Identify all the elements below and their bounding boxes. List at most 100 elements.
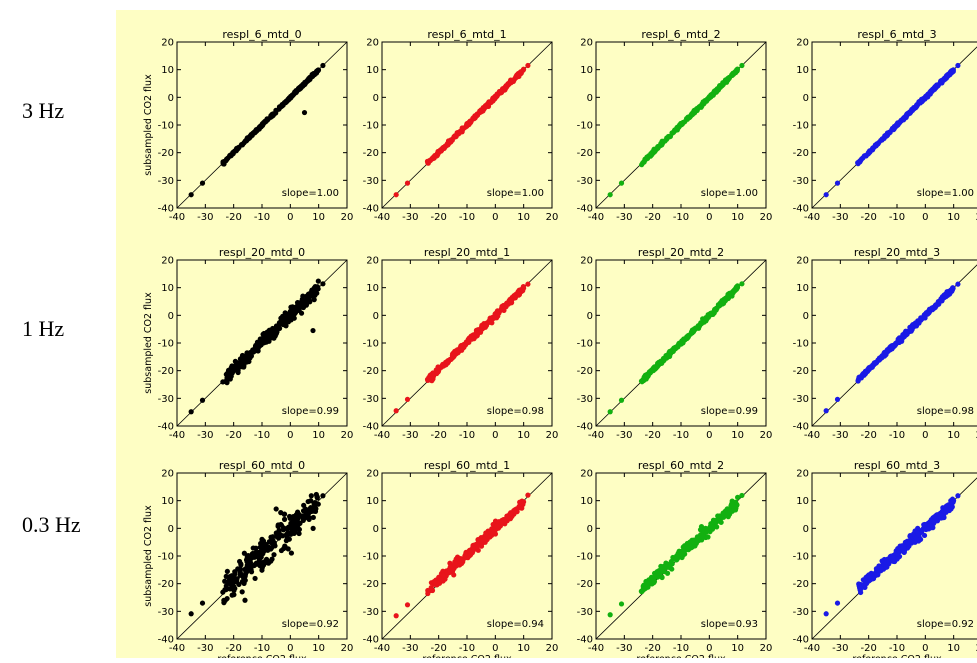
- chart-9-point: [511, 508, 517, 514]
- chart-1-title: respl_6_mtd_1: [427, 28, 506, 41]
- chart-11-point: [907, 538, 913, 545]
- chart-3-point: [857, 158, 863, 164]
- chart-5-xtick-label: -20: [430, 430, 446, 441]
- chart-5-point: [435, 369, 441, 375]
- row-label-03hz: 0.3 Hz: [22, 512, 81, 537]
- chart-1-ytick-label: -10: [363, 121, 379, 132]
- chart-10-xtick-label: -20: [644, 643, 660, 654]
- chart-11-ytick-label: -20: [793, 579, 809, 590]
- chart-1-point: [470, 115, 476, 121]
- chart-7-point: [863, 370, 869, 376]
- chart-1-ytick-label: -30: [363, 176, 379, 187]
- chart-9-point: [483, 531, 489, 538]
- chart-10-ytick-label: 10: [580, 496, 593, 507]
- chart-7-xtick-label: 20: [976, 430, 977, 441]
- chart-8-point: [243, 569, 249, 576]
- chart-2-point: [685, 115, 691, 121]
- chart-7-xtick-label: -40: [804, 430, 820, 441]
- chart-11-point: [874, 566, 880, 572]
- chart-9-point: [393, 613, 399, 619]
- chart-8-point: [310, 525, 316, 531]
- chart-3-point: [902, 113, 909, 120]
- chart-3-point: [862, 153, 868, 159]
- chart-7-point: [949, 287, 955, 293]
- chart-7-point: [878, 354, 884, 360]
- chart-9-xlabel: reference CO2 flux: [422, 654, 512, 658]
- chart-4-point: [270, 328, 276, 334]
- chart-3-point: [889, 127, 895, 133]
- chart-11-ytick-label: -40: [793, 635, 809, 646]
- chart-4-point: [305, 291, 312, 297]
- chart-10-point: [727, 508, 733, 514]
- chart-7-xtick-label: -30: [832, 430, 848, 441]
- chart-11-point: [926, 526, 932, 532]
- chart-7-point: [901, 333, 907, 340]
- chart-1-point: [499, 88, 505, 94]
- chart-8-point: [296, 530, 302, 537]
- chart-6-point: [717, 302, 723, 308]
- chart-2-point: [618, 180, 625, 186]
- chart-7-ytick-label: -30: [793, 394, 809, 405]
- chart-6-point: [678, 341, 684, 347]
- chart-4-point: [227, 376, 233, 382]
- chart-1-point: [432, 152, 438, 159]
- chart-4-outlier-point: [310, 327, 316, 334]
- chart-10-xtick-label: 10: [731, 643, 744, 654]
- chart-11-slope-label: slope=0.92: [917, 619, 974, 630]
- chart-2-point: [648, 152, 654, 158]
- chart-11-point: [922, 521, 928, 528]
- chart-8-point: [270, 534, 276, 540]
- chart-8-point: [286, 536, 292, 542]
- chart-4-point: [259, 335, 265, 342]
- chart-4-point: [266, 331, 273, 337]
- chart-8-title: respl_60_mtd_0: [219, 459, 305, 472]
- chart-5-point: [477, 327, 484, 333]
- chart-9-ytick-label: 0: [373, 524, 379, 535]
- chart-1-ytick-label: 0: [373, 93, 379, 104]
- chart-4-xtick-label: 10: [312, 430, 325, 441]
- chart-4-slope-label: slope=0.99: [282, 406, 339, 417]
- chart-9-point: [475, 537, 481, 543]
- chart-6-ytick-label: 0: [587, 311, 593, 322]
- chart-1-point: [404, 180, 411, 186]
- chart-3-ytick-label: -40: [793, 204, 809, 215]
- chart-2-title: respl_6_mtd_2: [641, 28, 720, 41]
- chart-9-xtick-label: -10: [459, 643, 475, 654]
- chart-10-point: [735, 494, 741, 500]
- chart-0-ylabel: subsampled CO2 flux: [143, 74, 154, 176]
- chart-2-xtick-label: 20: [760, 212, 773, 223]
- chart-11-point: [866, 574, 872, 580]
- chart-8-point: [289, 527, 295, 533]
- chart-8-point: [310, 514, 316, 521]
- chart-0-point: [285, 96, 291, 102]
- chart-2-point: [675, 124, 682, 131]
- chart-7-point: [868, 364, 874, 370]
- chart-5-point: [515, 290, 521, 297]
- chart-1-xtick-label: -10: [459, 212, 475, 223]
- chart-6-point: [618, 397, 625, 403]
- chart-4-point: [261, 330, 267, 337]
- chart-8-ytick-label: 20: [161, 469, 174, 480]
- chart-8-point: [234, 576, 240, 582]
- chart-7-point: [955, 281, 961, 287]
- chart-10-slope-label: slope=0.93: [701, 619, 758, 630]
- chart-3-ytick-label: -30: [793, 176, 809, 187]
- chart-2-point: [690, 111, 696, 117]
- chart-4-point: [310, 292, 316, 299]
- chart-2-point: [716, 85, 722, 91]
- chart-5-point: [435, 364, 441, 370]
- chart-11-point: [883, 564, 890, 570]
- chart-7-point: [937, 298, 943, 304]
- chart-2-ytick-label: -20: [577, 148, 593, 159]
- chart-4-point: [241, 353, 248, 360]
- chart-11-title: respl_60_mtd_3: [854, 459, 940, 472]
- chart-7-point: [897, 336, 903, 342]
- chart-5-ytick-label: -40: [363, 422, 379, 433]
- chart-8-slope-label: slope=0.92: [282, 619, 339, 630]
- chart-3-point: [823, 192, 829, 198]
- chart-6-point: [662, 356, 668, 362]
- chart-8-point: [275, 523, 281, 529]
- chart-11-point: [878, 565, 885, 572]
- chart-0-point: [221, 161, 227, 167]
- chart-9-xtick-label: 10: [517, 643, 530, 654]
